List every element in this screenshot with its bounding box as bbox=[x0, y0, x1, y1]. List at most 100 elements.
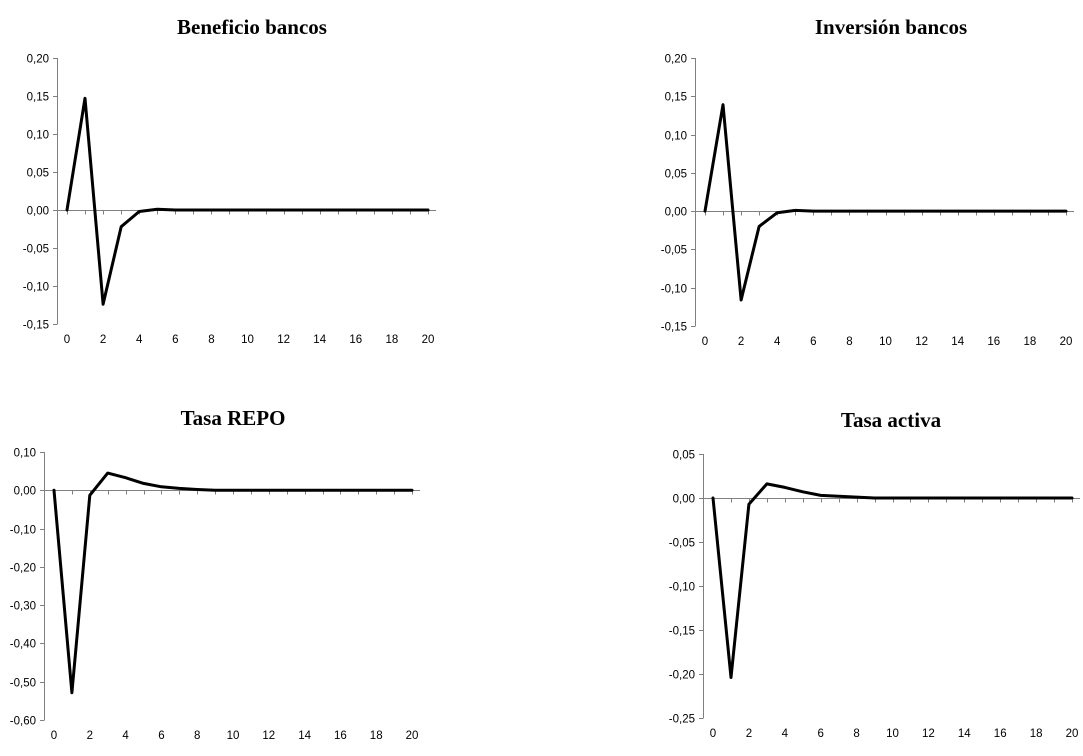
y-axis-tick-labels: 0,05 0,00 -0,05 -0,10 -0,15 -0,20 -0,25 bbox=[669, 450, 695, 726]
y-tick-label: 0,00 bbox=[14, 486, 36, 498]
x-tick-label: 12 bbox=[915, 336, 928, 348]
x-tick-label: 6 bbox=[158, 730, 164, 742]
x-tick-label: 14 bbox=[298, 730, 311, 742]
series-line bbox=[711, 482, 1074, 679]
y-tick-label: 0,10 bbox=[27, 130, 49, 142]
x-tick-label: 2 bbox=[738, 336, 744, 348]
chart-beneficio-bancos: Beneficio bancos 0,20 0,15 0,10 0,05 0,00 -0,… bbox=[23, 15, 436, 346]
y-tick-label: -0,40 bbox=[10, 639, 36, 651]
chart-tasa-repo: Tasa REPO 0,10 0,00 -0,10 -0,20 -0,30 -0,40 -0… bbox=[10, 406, 420, 742]
series-line bbox=[52, 471, 414, 695]
y-tick-label: -0,10 bbox=[669, 582, 695, 594]
x-tick-label: 8 bbox=[853, 728, 859, 740]
x-tick-label: 16 bbox=[987, 336, 1000, 348]
y-tick-label: -0,30 bbox=[10, 601, 36, 613]
y-tick-label: 0,15 bbox=[665, 92, 687, 104]
x-axis-tick-labels: 0 2 4 6 8 10 12 14 16 18 20 bbox=[702, 336, 1073, 348]
y-tick-label: -0,60 bbox=[10, 716, 36, 728]
x-tick-label: 16 bbox=[334, 730, 347, 742]
x-axis-tick-labels: 0 2 4 6 8 10 12 14 16 18 20 bbox=[51, 730, 419, 742]
chart-title: Tasa REPO bbox=[181, 406, 286, 430]
y-tick-label: 0,05 bbox=[673, 450, 695, 462]
x-tick-label: 0 bbox=[64, 334, 70, 346]
y-tick-label: 0,00 bbox=[665, 207, 687, 219]
x-tick-label: 0 bbox=[51, 730, 57, 742]
y-axis-tick-labels: 0,10 0,00 -0,10 -0,20 -0,30 -0,40 -0,50 -0,60 bbox=[10, 448, 36, 728]
x-tick-label: 2 bbox=[746, 728, 752, 740]
x-tick-label: 0 bbox=[710, 728, 716, 740]
x-tick-label: 6 bbox=[172, 334, 178, 346]
series-lines bbox=[65, 96, 430, 306]
x-tick-label: 4 bbox=[122, 730, 129, 742]
y-tick-label: 0,20 bbox=[27, 54, 49, 66]
x-tick-label: 6 bbox=[817, 728, 823, 740]
x-tick-label: 18 bbox=[370, 730, 383, 742]
x-tick-label: 16 bbox=[349, 334, 362, 346]
x-tick-label: 8 bbox=[208, 334, 214, 346]
y-tick-label: 0,05 bbox=[27, 168, 49, 180]
x-tick-label: 12 bbox=[262, 730, 275, 742]
y-tick-label: 0,00 bbox=[27, 206, 49, 218]
y-tick-label: 0,20 bbox=[665, 54, 687, 66]
y-tick-label: 0,10 bbox=[665, 131, 687, 143]
y-tick-label: -0,20 bbox=[669, 670, 695, 682]
series-lines bbox=[703, 103, 1068, 302]
x-tick-label: 0 bbox=[702, 336, 708, 348]
axes bbox=[40, 452, 420, 721]
x-tick-label: 14 bbox=[313, 334, 326, 346]
y-tick-label: -0,10 bbox=[10, 525, 36, 537]
chart-title: Tasa activa bbox=[841, 408, 942, 432]
x-tick-label: 10 bbox=[879, 336, 892, 348]
x-tick-label: 12 bbox=[922, 728, 935, 740]
y-tick-label: 0,10 bbox=[14, 448, 36, 460]
series-line bbox=[65, 96, 430, 306]
y-tick-label: -0,05 bbox=[669, 538, 695, 550]
y-tick-label: 0,15 bbox=[27, 92, 49, 104]
y-tick-label: -0,50 bbox=[10, 678, 36, 690]
series-line bbox=[703, 103, 1068, 302]
y-tick-label: 0,00 bbox=[673, 494, 695, 506]
x-tick-label: 18 bbox=[1024, 336, 1037, 348]
x-tick-label: 18 bbox=[386, 334, 399, 346]
x-tick-label: 8 bbox=[846, 336, 852, 348]
axes bbox=[691, 58, 1074, 327]
series-lines bbox=[52, 471, 414, 695]
x-tick-label: 10 bbox=[241, 334, 254, 346]
y-tick-label: -0,25 bbox=[669, 714, 695, 726]
chart-inversion-bancos: Inversión bancos 0,20 0,15 0,10 0,05 0,00 -0,… bbox=[661, 15, 1074, 348]
x-tick-label: 20 bbox=[422, 334, 435, 346]
x-tick-label: 16 bbox=[994, 728, 1007, 740]
x-tick-label: 20 bbox=[406, 730, 419, 742]
y-tick-label: -0,10 bbox=[661, 284, 687, 296]
x-axis-tick-labels: 0 2 4 6 8 10 12 14 16 18 20 bbox=[710, 728, 1079, 740]
y-tick-label: -0,05 bbox=[661, 245, 687, 257]
x-tick-label: 2 bbox=[100, 334, 106, 346]
chart-title: Inversión bancos bbox=[815, 15, 967, 39]
x-tick-label: 20 bbox=[1066, 728, 1079, 740]
y-tick-label: -0,15 bbox=[661, 322, 687, 334]
y-tick-label: -0,05 bbox=[23, 244, 49, 256]
chart-tasa-activa: Tasa activa 0,05 0,00 -0,05 -0,10 -0,15 -0,20… bbox=[669, 408, 1080, 740]
axes bbox=[53, 58, 436, 325]
x-tick-label: 4 bbox=[774, 336, 781, 348]
axes bbox=[699, 454, 1080, 719]
y-tick-label: -0,15 bbox=[23, 320, 49, 332]
x-tick-label: 14 bbox=[951, 336, 964, 348]
series-lines bbox=[711, 482, 1074, 679]
chart-title: Beneficio bancos bbox=[177, 15, 327, 39]
x-tick-label: 20 bbox=[1060, 336, 1073, 348]
y-tick-label: -0,20 bbox=[10, 563, 36, 575]
x-tick-label: 18 bbox=[1030, 728, 1043, 740]
y-axis-tick-labels: 0,20 0,15 0,10 0,05 0,00 -0,05 -0,10 -0,15 bbox=[23, 54, 49, 332]
y-tick-label: -0,15 bbox=[669, 626, 695, 638]
x-tick-label: 4 bbox=[136, 334, 143, 346]
x-tick-label: 6 bbox=[810, 336, 816, 348]
x-tick-label: 12 bbox=[277, 334, 290, 346]
x-tick-label: 2 bbox=[87, 730, 93, 742]
x-tick-label: 8 bbox=[194, 730, 200, 742]
x-tick-label: 10 bbox=[886, 728, 899, 740]
x-tick-label: 4 bbox=[782, 728, 789, 740]
y-tick-label: 0,05 bbox=[665, 169, 687, 181]
y-tick-label: -0,10 bbox=[23, 282, 49, 294]
